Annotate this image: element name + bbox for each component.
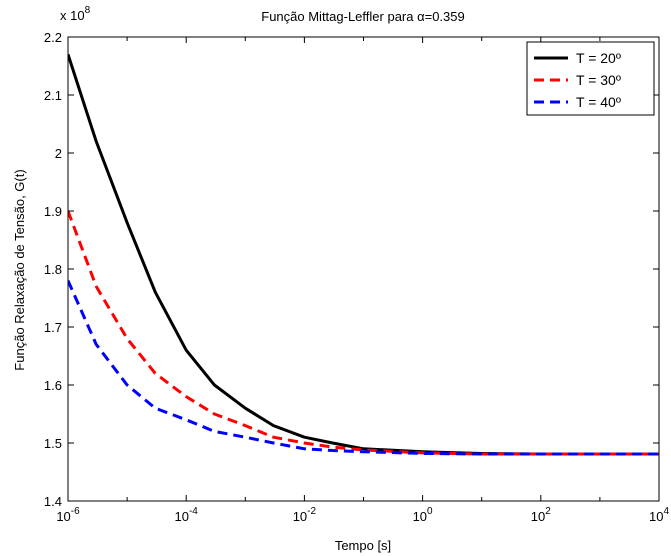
y-tick-label: 1.9 xyxy=(44,204,62,219)
y-multiplier-label: x 10 xyxy=(60,8,85,23)
x-tick-exponent: 0 xyxy=(427,506,433,517)
y-tick-label: 1.7 xyxy=(44,320,62,335)
chart-title: Função Mittag-Leffler para α=0.359 xyxy=(261,9,464,24)
x-tick-base: 10 xyxy=(649,509,663,524)
x-tick-label: 10-2 xyxy=(293,506,317,524)
y-tick-label: 2.2 xyxy=(44,30,62,45)
x-tick-label: 104 xyxy=(649,506,669,524)
x-tick-exponent: 4 xyxy=(663,506,669,517)
x-tick-label: 10-4 xyxy=(175,506,199,524)
y-tick-label: 2.1 xyxy=(44,88,62,103)
x-tick-base: 10 xyxy=(56,509,70,524)
y-axis-label: Função Relaxação de Tensão, G(t) xyxy=(12,169,27,370)
legend-label-1: T = 20º xyxy=(576,50,621,66)
legend: T = 20º T = 30º T = 40º xyxy=(526,41,655,116)
ticks-layer: 10-6 10-4 10-2 100 102 1041.41.51.61.71.81.92… xyxy=(44,30,670,524)
series-line-3 xyxy=(68,279,659,456)
y-multiplier: x 108 xyxy=(60,5,91,23)
legend-label-2: T = 30º xyxy=(576,72,621,88)
x-tick-label: 102 xyxy=(531,506,551,524)
x-tick-exponent: -2 xyxy=(307,506,316,517)
x-tick-exponent: -6 xyxy=(71,506,80,517)
y-tick-label: 1.5 xyxy=(44,436,62,451)
x-axis-label: Tempo [s] xyxy=(335,538,391,553)
series-layer xyxy=(68,53,659,456)
x-tick-label: 10-6 xyxy=(56,506,80,524)
y-tick-label: 1.6 xyxy=(44,378,62,393)
legend-label-3: T = 40º xyxy=(576,94,621,110)
y-tick-label: 1.8 xyxy=(44,262,62,277)
legend-box xyxy=(526,41,655,116)
x-tick-base: 10 xyxy=(531,509,545,524)
x-tick-base: 10 xyxy=(293,509,307,524)
y-tick-label: 2 xyxy=(55,146,62,161)
x-tick-exponent: 2 xyxy=(545,506,551,517)
x-tick-label: 100 xyxy=(413,506,433,524)
x-tick-exponent: -4 xyxy=(189,506,198,517)
x-tick-base: 10 xyxy=(175,509,189,524)
y-tick-label: 1.4 xyxy=(44,494,62,509)
x-tick-base: 10 xyxy=(413,509,427,524)
y-multiplier-exponent: 8 xyxy=(85,5,91,16)
